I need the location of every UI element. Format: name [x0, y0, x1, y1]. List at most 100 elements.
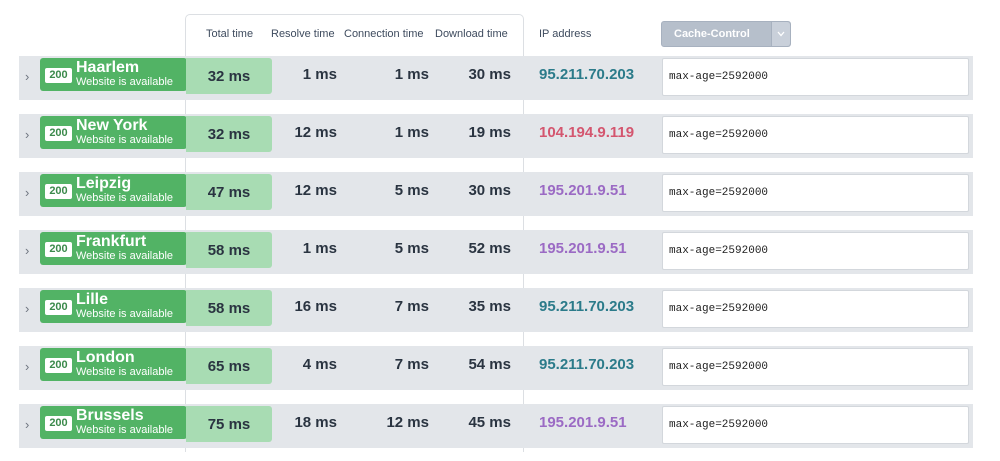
- resolve-time-value: 18 ms: [294, 414, 337, 431]
- chevron-right-icon[interactable]: ›: [25, 69, 30, 84]
- header-ip-address: IP address: [539, 28, 592, 40]
- cache-control-value: max-age=2592000: [669, 129, 769, 141]
- location-name: Haarlem: [76, 59, 140, 76]
- status-badge: 200 Brussels Website is available: [40, 406, 187, 439]
- header-resolve-time: Resolve time: [271, 28, 335, 40]
- connection-time-value: 12 ms: [386, 414, 429, 431]
- location-name: Lille: [76, 291, 109, 308]
- total-time-value: 75 ms: [207, 416, 251, 433]
- chevron-down-icon[interactable]: [771, 22, 790, 46]
- status-code: 200: [45, 358, 72, 373]
- result-row[interactable]: › 200 Haarlem Website is available 32 ms…: [19, 56, 973, 100]
- chevron-right-icon[interactable]: ›: [25, 185, 30, 200]
- cache-control-value: max-age=2592000: [669, 71, 769, 83]
- location-name: Leipzig: [76, 175, 132, 192]
- ip-address-value: 104.194.9.119: [539, 124, 635, 141]
- result-row[interactable]: › 200 Lille Website is available 58 ms 1…: [19, 288, 973, 332]
- availability-text: Website is available: [76, 192, 174, 204]
- availability-text: Website is available: [76, 250, 174, 262]
- status-badge: 200 Lille Website is available: [40, 290, 187, 323]
- status-code: 200: [45, 126, 72, 141]
- total-time-value: 47 ms: [207, 184, 251, 201]
- ip-address-value: 195.201.9.51: [539, 240, 627, 257]
- status-code: 200: [45, 416, 72, 431]
- result-row[interactable]: › 200 New York Website is available 32 m…: [19, 114, 973, 158]
- connection-time-value: 5 ms: [394, 240, 429, 257]
- connection-time-value: 5 ms: [394, 182, 429, 199]
- connection-time-value: 7 ms: [394, 298, 429, 315]
- total-time-value: 32 ms: [207, 126, 251, 143]
- resolve-time-value: 12 ms: [294, 124, 337, 141]
- ip-address-value: 95.211.70.203: [539, 298, 635, 315]
- download-time-value: 54 ms: [468, 356, 511, 373]
- chevron-right-icon[interactable]: ›: [25, 301, 30, 316]
- download-time-value: 30 ms: [468, 66, 511, 83]
- location-name: London: [76, 349, 135, 366]
- cache-control-value-box: max-age=2592000: [662, 232, 969, 270]
- status-badge: 200 Leipzig Website is available: [40, 174, 187, 207]
- status-code: 200: [45, 300, 72, 315]
- total-time-value: 58 ms: [207, 242, 251, 259]
- cache-control-value: max-age=2592000: [669, 361, 769, 373]
- result-row[interactable]: › 200 London Website is available 65 ms …: [19, 346, 973, 390]
- resolve-time-value: 1 ms: [302, 240, 337, 257]
- total-time-cell: 58 ms: [186, 232, 272, 268]
- connection-time-value: 1 ms: [394, 124, 429, 141]
- status-badge: 200 Frankfurt Website is available: [40, 232, 187, 265]
- cache-header-select[interactable]: Cache-Control: [661, 21, 791, 47]
- status-code: 200: [45, 184, 72, 199]
- availability-text: Website is available: [76, 134, 174, 146]
- status-code: 200: [45, 242, 72, 257]
- header-total-time: Total time: [206, 28, 254, 40]
- availability-text: Website is available: [76, 366, 174, 378]
- total-time-cell: 75 ms: [186, 406, 272, 442]
- availability-text: Website is available: [76, 76, 174, 88]
- cache-control-value-box: max-age=2592000: [662, 290, 969, 328]
- total-time-cell: 65 ms: [186, 348, 272, 384]
- total-time-cell: 32 ms: [186, 58, 272, 94]
- ip-address-value: 195.201.9.51: [539, 414, 627, 431]
- availability-text: Website is available: [76, 308, 174, 320]
- cache-select-label: Cache-Control: [674, 28, 750, 40]
- status-badge: 200 New York Website is available: [40, 116, 187, 149]
- total-time-value: 32 ms: [207, 68, 251, 85]
- connection-time-value: 7 ms: [394, 356, 429, 373]
- download-time-value: 45 ms: [468, 414, 511, 431]
- cache-control-value-box: max-age=2592000: [662, 174, 969, 212]
- chevron-right-icon[interactable]: ›: [25, 243, 30, 258]
- cache-control-value: max-age=2592000: [669, 187, 769, 199]
- resolve-time-value: 16 ms: [294, 298, 337, 315]
- ip-address-value: 95.211.70.203: [539, 66, 635, 83]
- cache-control-value: max-age=2592000: [669, 245, 769, 257]
- ip-address-value: 195.201.9.51: [539, 182, 627, 199]
- total-time-value: 58 ms: [207, 300, 251, 317]
- result-row[interactable]: › 200 Leipzig Website is available 47 ms…: [19, 172, 973, 216]
- result-row[interactable]: › 200 Frankfurt Website is available 58 …: [19, 230, 973, 274]
- status-badge: 200 Haarlem Website is available: [40, 58, 187, 91]
- location-name: Frankfurt: [76, 233, 147, 250]
- resolve-time-value: 12 ms: [294, 182, 337, 199]
- cache-control-value-box: max-age=2592000: [662, 116, 969, 154]
- resolve-time-value: 1 ms: [302, 66, 337, 83]
- header-connection-time: Connection time: [344, 28, 424, 40]
- location-name: New York: [76, 117, 148, 134]
- result-row[interactable]: › 200 Brussels Website is available 75 m…: [19, 404, 973, 448]
- cache-control-value-box: max-age=2592000: [662, 406, 969, 444]
- resolve-time-value: 4 ms: [302, 356, 337, 373]
- download-time-value: 35 ms: [468, 298, 511, 315]
- ip-address-value: 95.211.70.203: [539, 356, 635, 373]
- status-code: 200: [45, 68, 72, 83]
- status-badge: 200 London Website is available: [40, 348, 187, 381]
- total-time-cell: 58 ms: [186, 290, 272, 326]
- chevron-right-icon[interactable]: ›: [25, 359, 30, 374]
- chevron-right-icon[interactable]: ›: [25, 417, 30, 432]
- chevron-right-icon[interactable]: ›: [25, 127, 30, 142]
- connection-time-value: 1 ms: [394, 66, 429, 83]
- availability-text: Website is available: [76, 424, 174, 436]
- location-name: Brussels: [76, 407, 144, 424]
- total-time-value: 65 ms: [207, 358, 251, 375]
- download-time-value: 19 ms: [468, 124, 511, 141]
- header-download-time: Download time: [435, 28, 508, 40]
- download-time-value: 52 ms: [468, 240, 511, 257]
- download-time-value: 30 ms: [468, 182, 511, 199]
